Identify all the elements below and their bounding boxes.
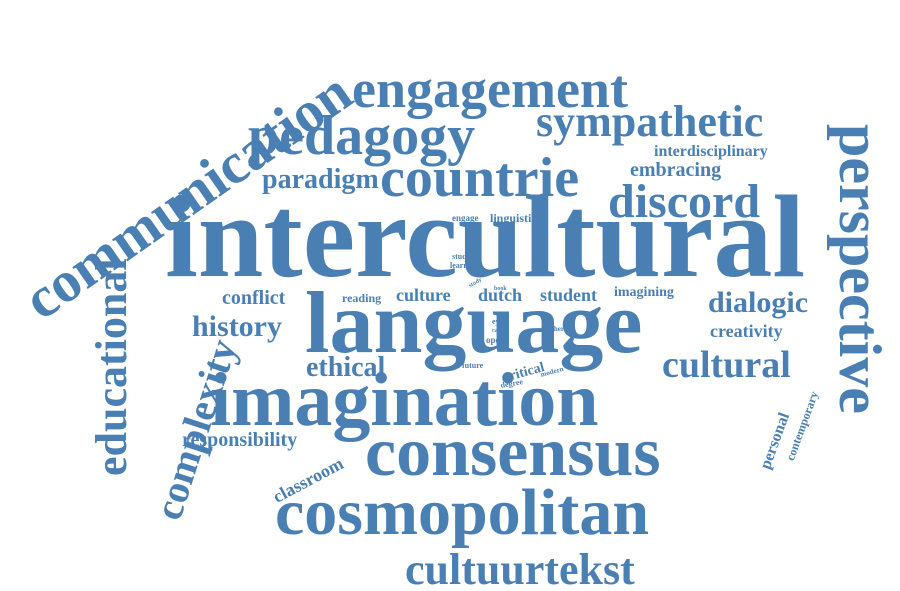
word-reading: reading <box>342 291 382 305</box>
word-interdisciplinary: interdisciplinary <box>654 143 768 160</box>
word-educational: educational <box>87 258 136 476</box>
word-discord: discord <box>608 175 761 228</box>
word-engagement: engagement <box>352 59 628 119</box>
word-learner: learner <box>450 261 475 270</box>
word-language: language <box>305 275 643 372</box>
word-book: book <box>494 286 507 292</box>
word-creativity: creativity <box>710 321 783 341</box>
word-history: history <box>192 310 282 343</box>
word-consensus: consensus <box>365 414 661 491</box>
word-paradigm: paradigm <box>262 164 379 195</box>
word-open: open <box>486 335 505 345</box>
word-responsibility: responsibility <box>182 429 298 451</box>
word-other: other <box>548 325 564 333</box>
word-ethical: ethical <box>306 352 386 383</box>
word-conflict: conflict <box>222 287 286 309</box>
word-culture: culture <box>396 285 451 305</box>
word-engage: engage <box>452 213 479 223</box>
word-intercultural: intercultural <box>165 171 806 302</box>
word-eye: eye <box>492 317 504 326</box>
word-cultuurtekst: cultuurtekst <box>405 545 635 591</box>
word-student: student <box>540 285 598 305</box>
word-imagination: imagination <box>210 358 599 442</box>
word-countrie: countrie <box>380 147 580 209</box>
word-pedagogy: pedagogy <box>248 105 476 167</box>
word-imagining: imagining <box>614 285 674 300</box>
word-linguistic: linguistic <box>490 211 537 225</box>
word-case: case <box>492 328 503 334</box>
word-studies: studies <box>452 252 476 261</box>
word-perspective: perspective <box>827 124 893 414</box>
word-dialogic: dialogic <box>708 286 809 319</box>
word-sympathetic: sympathetic <box>536 97 764 146</box>
word-embracing: embracing <box>630 159 722 181</box>
word-future: future <box>462 361 484 370</box>
word-cultural: cultural <box>662 344 791 386</box>
word-dutch: dutch <box>478 285 523 305</box>
word-cosmopolitan: cosmopolitan <box>275 476 650 549</box>
